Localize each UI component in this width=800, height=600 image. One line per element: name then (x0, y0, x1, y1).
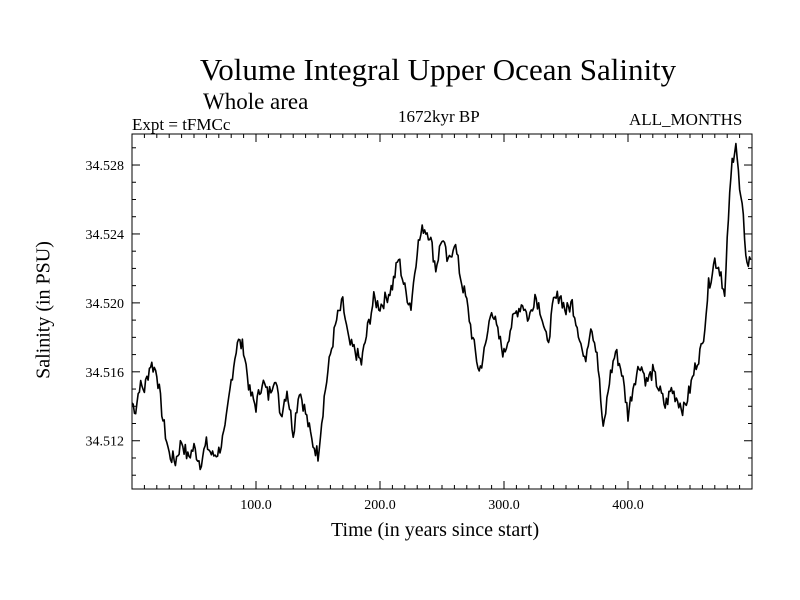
x-tick-label: 100.0 (240, 498, 272, 513)
series-line-salinity (131, 142, 752, 471)
y-tick-label: 34.512 (86, 435, 125, 450)
x-tick-label: 200.0 (364, 498, 396, 513)
x-tick-label: 400.0 (612, 498, 644, 513)
y-tick-label: 34.524 (86, 228, 125, 243)
axis-ticks (132, 134, 752, 489)
experiment-label: Expt = tFMCc (132, 115, 231, 134)
chart-subtitle: Whole area (203, 89, 309, 114)
x-axis-label: Time (in years since start) (331, 519, 540, 541)
plot-frame (131, 133, 753, 490)
chart-title: Volume Integral Upper Ocean Salinity (199, 52, 677, 87)
period-label: 1672kyr BP (398, 107, 480, 126)
tick-labels: 100.0 200.0 300.0 400.0 34.512 34.516 34.520 34… (86, 159, 644, 513)
y-tick-label: 34.516 (86, 366, 125, 381)
x-tick-label: 300.0 (488, 498, 520, 513)
y-tick-label: 34.520 (86, 297, 125, 312)
y-tick-label: 34.528 (86, 159, 125, 174)
months-label: ALL_MONTHS (629, 110, 743, 129)
